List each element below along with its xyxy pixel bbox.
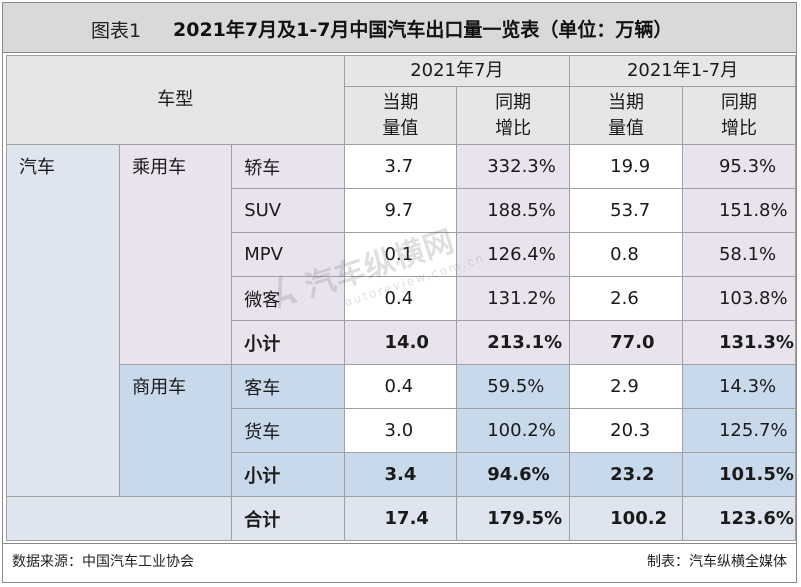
ytd-volume: 0.8 bbox=[569, 232, 683, 277]
table-row: 商用车 客车 0.4 59.5% 2.9 14.3% bbox=[7, 364, 797, 497]
ytd-yoy: 131.3% bbox=[681, 320, 797, 365]
row-name: MPV bbox=[231, 232, 345, 277]
jul-yoy: 59.5% bbox=[456, 364, 571, 409]
row-name: 小计 bbox=[231, 320, 345, 365]
jul-volume: 14.0 bbox=[343, 320, 458, 365]
title-bar: 图表1 2021年7月及1-7月中国汽车出口量一览表（单位：万辆） bbox=[3, 3, 796, 53]
ytd-volume: 77.0 bbox=[569, 320, 683, 365]
table-maker: 制表：汽车纵横全媒体 bbox=[647, 554, 787, 570]
row-name: SUV bbox=[231, 188, 345, 233]
row-name: 客车 bbox=[231, 364, 345, 409]
month-header: 2021年7月 bbox=[343, 55, 571, 87]
row-name: 小计 bbox=[231, 452, 345, 497]
ytd-volume: 2.9 bbox=[569, 364, 683, 409]
jul-yoy: 100.2% bbox=[456, 408, 571, 453]
vehicle-type-header: 车型 bbox=[6, 55, 345, 145]
row-name: 轿车 bbox=[231, 144, 345, 189]
ytd-volume: 19.9 bbox=[569, 144, 683, 189]
row-name: 微客 bbox=[231, 276, 345, 321]
jul-yoy: 213.1% bbox=[456, 320, 571, 365]
figure-label: 图表1 bbox=[91, 20, 142, 42]
table-row: MPV 0.1 126.4% 0.8 58.1% bbox=[7, 232, 797, 277]
jul-volume: 17.4 bbox=[343, 496, 458, 541]
total-row: 合计 17.4 179.5% 100.2 123.6% bbox=[5, 496, 797, 541]
ytd-volume: 20.3 bbox=[569, 408, 683, 453]
jul-volume: 0.4 bbox=[343, 276, 458, 321]
ytd-yoy: 151.8% bbox=[681, 188, 797, 233]
jul-volume: 9.7 bbox=[343, 188, 458, 233]
jul-volume: 3.4 bbox=[343, 452, 458, 497]
footer-divider bbox=[3, 543, 796, 544]
month-yoy-header: 同期 增比 bbox=[456, 86, 571, 145]
ytd-yoy: 103.8% bbox=[681, 276, 797, 321]
table-row: SUV 9.7 188.5% 53.7 151.8% bbox=[7, 188, 797, 233]
ytd-header: 2021年1-7月 bbox=[569, 55, 796, 87]
ytd-yoy: 95.3% bbox=[681, 144, 797, 189]
ytd-volume: 2.6 bbox=[569, 276, 683, 321]
jul-yoy: 188.5% bbox=[456, 188, 571, 233]
ytd-volume: 100.2 bbox=[569, 496, 683, 541]
jul-yoy: 126.4% bbox=[456, 232, 571, 277]
subtotal-row: 小计 14.0 213.1% 77.0 131.3% bbox=[7, 320, 797, 365]
jul-yoy: 94.6% bbox=[456, 452, 571, 497]
jul-yoy: 179.5% bbox=[456, 496, 571, 541]
data-source: 数据来源：中国汽车工业协会 bbox=[12, 554, 194, 570]
total-spacer bbox=[5, 496, 233, 541]
ytd-yoy-header: 同期 增比 bbox=[681, 86, 797, 145]
month-volume-header: 当期 量值 bbox=[343, 86, 458, 145]
jul-volume: 3.0 bbox=[343, 408, 458, 453]
jul-volume: 0.4 bbox=[343, 364, 458, 409]
row-name: 合计 bbox=[231, 496, 345, 541]
jul-yoy: 332.3% bbox=[456, 144, 571, 189]
ytd-yoy: 125.7% bbox=[681, 408, 797, 453]
export-table: 车型 2021年7月 2021年1-7月 当期 量值 同期 增比 当期 量值 同期 增比… bbox=[5, 55, 797, 541]
subtotal-row: 小计 3.4 94.6% 23.2 101.5% bbox=[7, 452, 797, 497]
jul-volume: 3.7 bbox=[343, 144, 458, 189]
ytd-volume-header: 当期 量值 bbox=[569, 86, 683, 145]
car-group-label: 汽车 bbox=[5, 144, 121, 497]
ytd-volume: 53.7 bbox=[569, 188, 683, 233]
table-row: 货车 3.0 100.2% 20.3 125.7% bbox=[7, 408, 797, 453]
table-row: 汽车 乘用车 轿车 3.7 332.3% 19.9 95.3% bbox=[5, 144, 797, 497]
ytd-yoy: 14.3% bbox=[681, 364, 797, 409]
passenger-group-label: 乘用车 bbox=[119, 144, 233, 365]
jul-volume: 0.1 bbox=[343, 232, 458, 277]
ytd-volume: 23.2 bbox=[569, 452, 683, 497]
ytd-yoy: 58.1% bbox=[681, 232, 797, 277]
ytd-yoy: 123.6% bbox=[681, 496, 797, 541]
ytd-yoy: 101.5% bbox=[681, 452, 797, 497]
table-row: 微客 0.4 131.2% 2.6 103.8% bbox=[7, 276, 797, 321]
commercial-group-label: 商用车 bbox=[119, 364, 233, 497]
jul-yoy: 131.2% bbox=[456, 276, 571, 321]
table-title: 2021年7月及1-7月中国汽车出口量一览表（单位：万辆） bbox=[173, 19, 673, 41]
row-name: 货车 bbox=[231, 408, 345, 453]
